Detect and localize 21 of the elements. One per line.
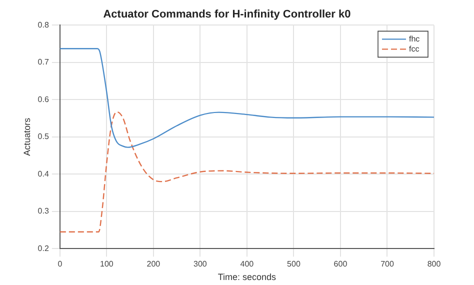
legend-label: fcc [409,44,420,54]
y-tick-label: 0.8 [38,20,50,30]
x-tick-label: 200 [146,260,161,269]
chart-title: Actuator Commands for H-infinity Controller k0 [103,8,351,21]
x-tick-label: 400 [240,260,254,269]
x-tick-label: 0 [58,260,63,269]
y-axis-title: Actuators [22,117,32,156]
y-tick-label: 0.7 [38,58,50,67]
y-tick-label: 0.4 [38,169,50,178]
y-tick-label: 0.5 [38,132,50,142]
x-tick-label: 800 [427,260,442,269]
x-tick-label: 600 [334,260,348,269]
x-tick-label: 100 [100,260,114,269]
legend-label: fhc [409,34,420,44]
y-tick-label: 0.6 [38,94,50,104]
x-tick-label: 700 [380,260,394,269]
x-axis-title: Time: seconds [218,272,277,282]
y-tick-label: 0.3 [38,206,50,216]
x-tick-label: 500 [287,260,301,269]
y-tick-label: 0.2 [38,244,50,253]
x-tick-label: 300 [194,260,208,269]
